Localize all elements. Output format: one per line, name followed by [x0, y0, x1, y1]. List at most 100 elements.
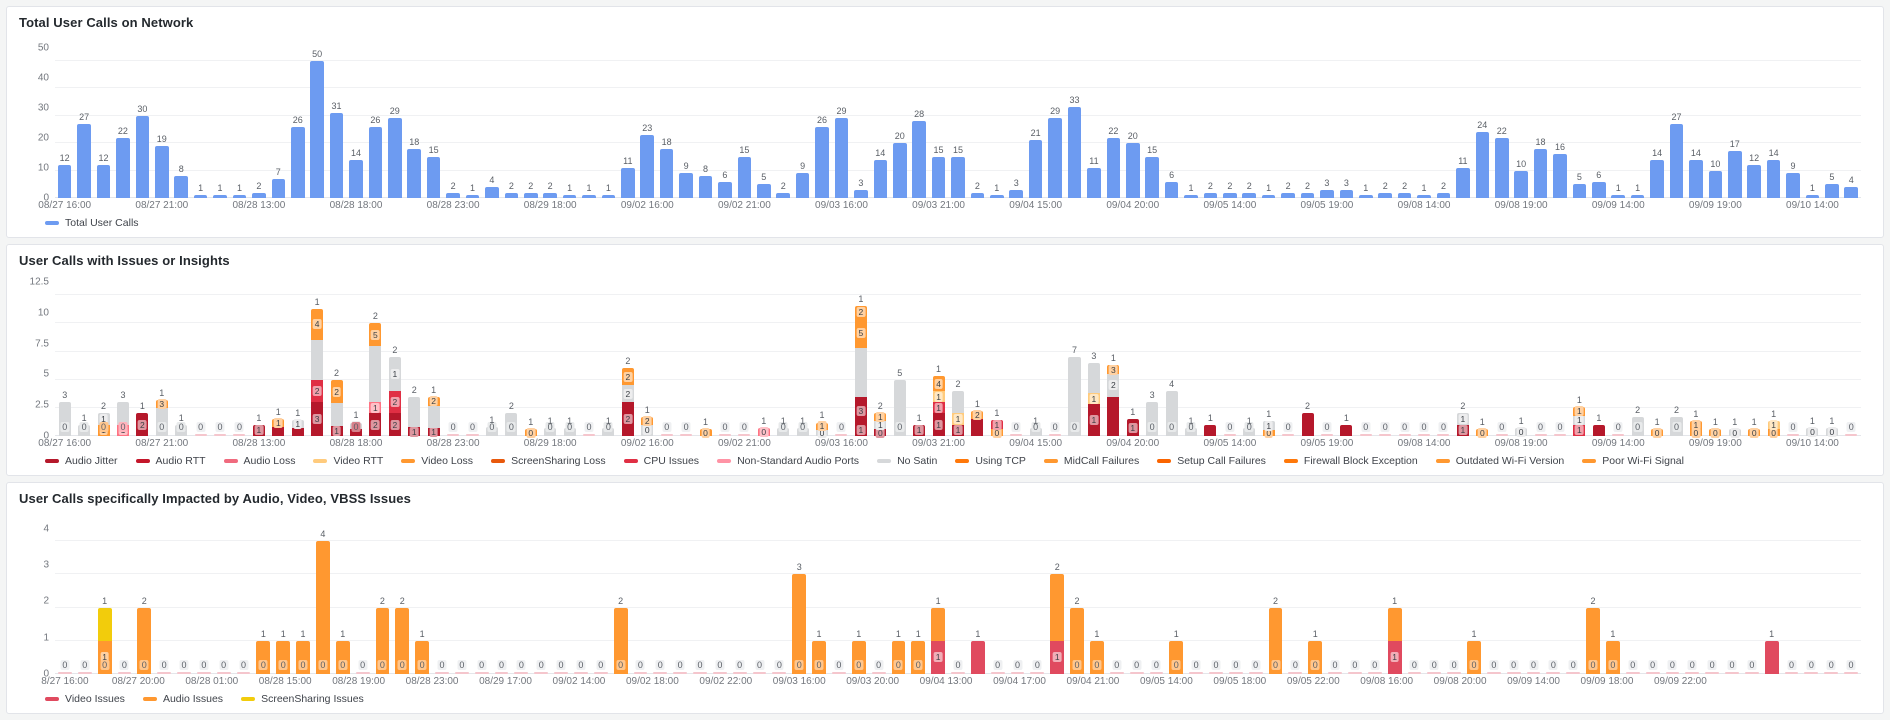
stack-segment[interactable]: [1029, 428, 1042, 436]
bar-column[interactable]: 0: [831, 523, 846, 674]
bar-column[interactable]: 0: [680, 285, 693, 436]
legend-item-non-standard-audio-ports[interactable]: Non-Standard Audio Ports: [717, 455, 859, 467]
bar[interactable]: [446, 192, 460, 198]
stack-segment[interactable]: [1301, 413, 1314, 436]
bar[interactable]: [931, 156, 946, 198]
bar-column[interactable]: 0: [1418, 285, 1431, 436]
bar-column[interactable]: 6: [1164, 47, 1179, 198]
bar-column[interactable]: 24: [1475, 47, 1490, 198]
bar-column[interactable]: 5: [1825, 47, 1839, 198]
legend-item-no-satin[interactable]: No Satin: [877, 455, 937, 467]
bar-column[interactable]: 0: [494, 523, 509, 674]
stack-segment[interactable]: [1204, 424, 1217, 436]
bar[interactable]: [1184, 195, 1198, 198]
bar[interactable]: [213, 195, 227, 198]
bar-column[interactable]: 2: [776, 47, 790, 198]
bar[interactable]: [562, 195, 577, 198]
bar-column[interactable]: 29: [388, 47, 402, 198]
legend-item-video-loss[interactable]: Video Loss: [401, 455, 473, 467]
bar[interactable]: [621, 167, 635, 198]
bar-column[interactable]: 12: [1747, 47, 1761, 198]
stack-segment[interactable]: [408, 396, 421, 427]
bar[interactable]: [1727, 151, 1742, 198]
bar-column[interactable]: 1: [465, 47, 480, 198]
bar-column[interactable]: 0: [1526, 523, 1541, 674]
bar[interactable]: [1125, 143, 1140, 198]
bar[interactable]: [1009, 189, 1024, 198]
bar-column[interactable]: 1: [1184, 47, 1198, 198]
bar-column[interactable]: 0: [466, 285, 479, 436]
bar[interactable]: [1708, 170, 1723, 198]
bar-column[interactable]: 0: [660, 285, 673, 436]
legend-item-video-rtt[interactable]: Video RTT: [313, 455, 383, 467]
bar-column[interactable]: 1: [1630, 47, 1645, 198]
legend-item-poor-wi-fi-signal[interactable]: Poor Wi-Fi Signal: [1582, 455, 1684, 467]
bar-column[interactable]: 2: [504, 47, 519, 198]
bar-column[interactable]: 1: [1359, 47, 1373, 198]
bar-column[interactable]: 15: [737, 47, 752, 198]
bar-column[interactable]: 1: [1204, 285, 1217, 436]
legend-item-setup-call-failures[interactable]: Setup Call Failures: [1157, 455, 1266, 467]
bar-column[interactable]: 29: [834, 47, 849, 198]
bar-column[interactable]: 19: [155, 47, 169, 198]
stack-segment[interactable]: [1586, 607, 1601, 674]
bar-column[interactable]: 18: [1533, 47, 1548, 198]
bar-column[interactable]: 0: [593, 523, 608, 674]
stack-segment[interactable]: [602, 428, 615, 436]
stack-segment[interactable]: [1107, 396, 1120, 436]
bar-column[interactable]: 0: [1228, 523, 1243, 674]
bar[interactable]: [1397, 192, 1412, 198]
bar-column[interactable]: 2 2 2 2: [621, 285, 634, 436]
bar[interactable]: [57, 165, 72, 198]
bar-column[interactable]: 2: [1436, 47, 1451, 198]
legend-item-audio-issues[interactable]: Audio Issues: [142, 693, 223, 705]
bar-column[interactable]: 1: [562, 47, 577, 198]
bar[interactable]: [1592, 181, 1606, 198]
bar-column[interactable]: 101: [349, 285, 362, 436]
bar[interactable]: [892, 143, 907, 198]
bar-column[interactable]: 0: [1328, 523, 1343, 674]
stack-segment[interactable]: [544, 428, 557, 436]
bar-column[interactable]: 1: [970, 523, 985, 674]
bar[interactable]: [912, 121, 926, 198]
bar[interactable]: [1028, 140, 1043, 198]
bar-column[interactable]: 2: [252, 47, 266, 198]
stack-segment[interactable]: [427, 405, 440, 429]
stack-segment[interactable]: [291, 428, 304, 436]
bar[interactable]: [1320, 189, 1334, 198]
bar[interactable]: [1533, 148, 1548, 198]
bar-column[interactable]: 0: [990, 523, 1005, 674]
stack-segment[interactable]: [330, 403, 343, 426]
bar-column[interactable]: 0: [514, 523, 529, 674]
legend-item-outdated-wi-fi-version[interactable]: Outdated Wi-Fi Version: [1435, 455, 1564, 467]
bar[interactable]: [349, 159, 363, 198]
bar[interactable]: [1553, 154, 1567, 198]
bar[interactable]: [1339, 189, 1354, 198]
bar-column[interactable]: 4: [1844, 47, 1859, 198]
bar-column[interactable]: 0: [1824, 523, 1839, 674]
bar[interactable]: [776, 192, 790, 198]
bar[interactable]: [757, 184, 771, 198]
bar-column[interactable]: 2: [1397, 47, 1412, 198]
bar[interactable]: [1242, 192, 1257, 198]
bar-column[interactable]: 15: [951, 47, 965, 198]
bar[interactable]: [1494, 137, 1509, 198]
bar-column[interactable]: 29: [1048, 47, 1062, 198]
